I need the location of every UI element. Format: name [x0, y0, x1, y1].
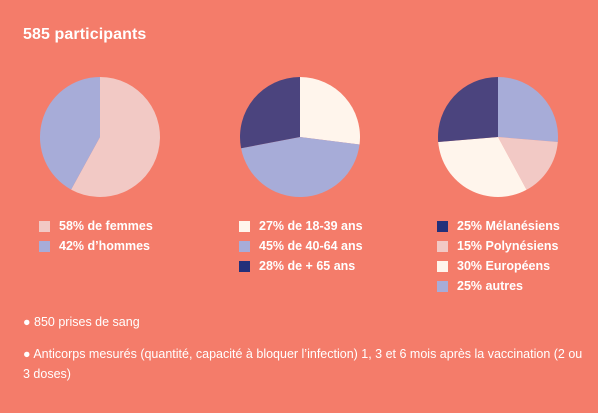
notes: ● 850 prises de sang ● Anticorps mesurés… — [23, 312, 583, 396]
pie-svg — [437, 76, 559, 198]
legend-item: 45% de 40-64 ans — [239, 236, 363, 256]
legend-swatch — [239, 260, 250, 272]
pie-slice — [300, 77, 361, 145]
legend-swatch — [437, 240, 448, 252]
pie-chart-gender — [39, 76, 161, 198]
legend-label: 42% d’hommes — [59, 239, 151, 253]
legend-swatch — [39, 240, 50, 252]
legend-label: 45% de 40-64 ans — [259, 239, 363, 253]
legend-label: 30% Européens — [457, 259, 551, 273]
legend-label: 27% de 18-39 ans — [259, 219, 363, 233]
legend-swatch — [239, 240, 250, 252]
pie-slice — [39, 76, 100, 190]
pie-chart-age — [239, 76, 361, 198]
pie-slice — [437, 76, 498, 142]
legend-origin: 25% Mélanésiens 15% Polynésiens 30% Europé… — [437, 216, 560, 296]
note-antibodies: ● Anticorps mesurés (quantité, capacité … — [23, 347, 583, 381]
legend-item: 25% autres — [437, 276, 560, 296]
pie-slice — [498, 137, 558, 190]
legend-label: 25% Mélanésiens — [457, 219, 560, 233]
legend-item: 25% Mélanésiens — [437, 216, 560, 236]
legend-label: 28% de + 65 ans — [259, 259, 356, 273]
legend-swatch — [239, 220, 250, 232]
legend-gender: 58% de femmes 42% d’hommes — [39, 216, 153, 256]
note-blood-samples: ● 850 prises de sang — [23, 315, 140, 329]
legend-item: 42% d’hommes — [39, 236, 153, 256]
legend-item: 15% Polynésiens — [437, 236, 560, 256]
legend-swatch — [437, 220, 448, 232]
pie-svg — [39, 76, 160, 197]
legend-swatch — [39, 220, 50, 232]
legend-label: 25% autres — [457, 279, 524, 293]
pie-svg — [239, 76, 361, 198]
legend-item: 28% de + 65 ans — [239, 256, 363, 276]
pie-slice — [241, 137, 360, 198]
pie-slice — [71, 77, 160, 197]
legend-label: 15% Polynésiens — [457, 239, 559, 253]
pie-chart-origin — [437, 76, 559, 198]
legend-swatch — [437, 280, 448, 292]
legend-label: 58% de femmes — [59, 219, 153, 233]
legend-item: 58% de femmes — [39, 216, 153, 236]
page-title: 585 participants — [23, 26, 147, 43]
legend-age: 27% de 18-39 ans 45% de 40-64 ans 28% de +… — [239, 216, 363, 276]
pie-slice — [438, 137, 527, 198]
legend-swatch — [437, 260, 448, 272]
pie-slice — [498, 77, 559, 142]
legend-item: 30% Européens — [437, 256, 560, 276]
legend-item: 27% de 18-39 ans — [239, 216, 363, 236]
pie-slice — [239, 76, 300, 149]
